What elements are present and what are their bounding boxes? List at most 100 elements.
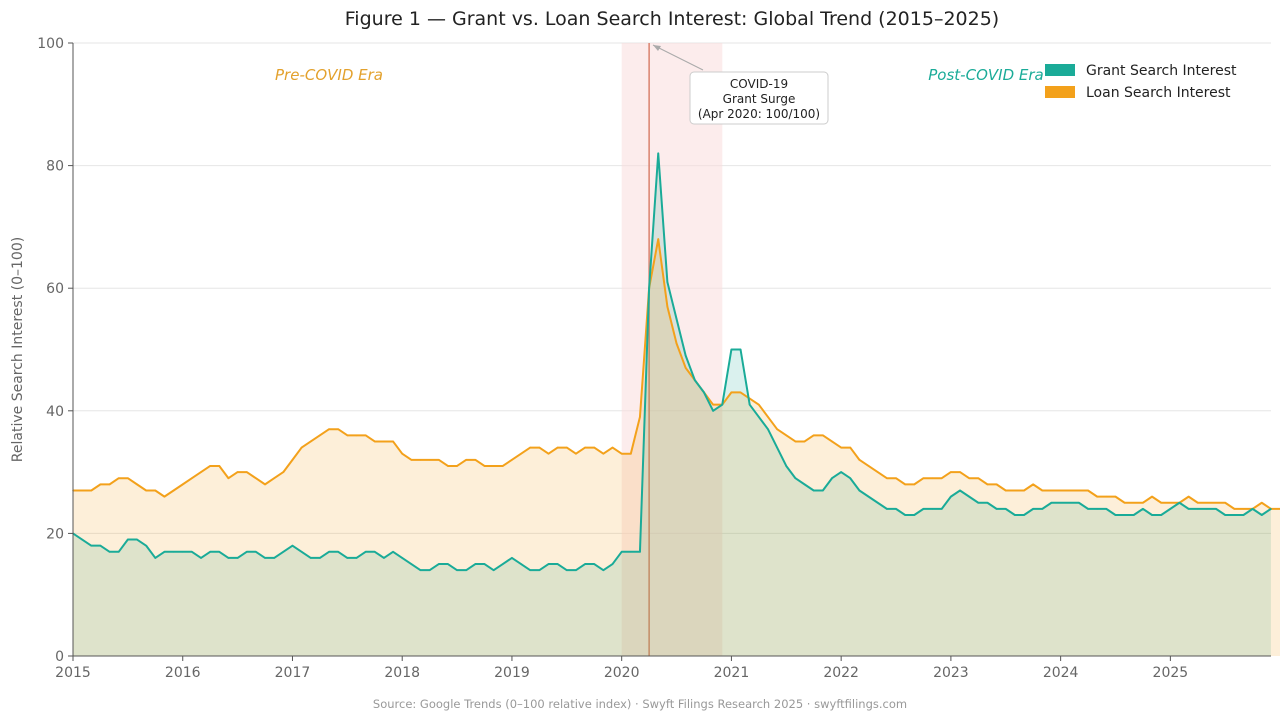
- y-tick-label-0: 0: [55, 649, 64, 665]
- grant-point-103: [1014, 514, 1016, 516]
- grant-point-65: [666, 281, 669, 283]
- loan-point-29: [337, 428, 339, 430]
- loan-point-96: [950, 471, 952, 473]
- loan-point-92: [913, 483, 916, 486]
- loan-point-60: [620, 452, 623, 455]
- y-tick-label-40: 40: [46, 404, 64, 420]
- x-tick-label-2015: 2015: [55, 665, 91, 681]
- loan-point-77: [776, 428, 778, 430]
- grant-point-49: [520, 563, 522, 565]
- grant-point-7: [136, 538, 138, 541]
- loan-point-21: [264, 483, 266, 486]
- loan-point-38: [419, 459, 422, 461]
- loan-point-2: [90, 489, 93, 492]
- loan-point-36: [401, 452, 404, 455]
- loan-point-3: [99, 483, 102, 486]
- grant-point-29: [337, 550, 339, 553]
- line-layer: [72, 152, 1280, 572]
- grant-point-123: [1196, 508, 1199, 510]
- grant-point-118: [1151, 514, 1153, 516]
- grant-point-119: [1160, 514, 1162, 516]
- loan-point-42: [456, 465, 458, 467]
- loan-point-11: [172, 489, 175, 492]
- loan-point-18: [236, 471, 239, 473]
- loan-point-124: [1206, 501, 1208, 504]
- grant-point-32: [364, 550, 367, 553]
- loan-point-32: [364, 434, 367, 437]
- grant-point-38: [419, 569, 422, 571]
- annotation-line-2: Grant Surge: [723, 92, 796, 106]
- grant-point-104: [1023, 514, 1025, 516]
- loan-point-81: [812, 434, 815, 437]
- loan-point-90: [895, 477, 897, 480]
- grant-point-80: [803, 483, 806, 486]
- covid-band: [621, 43, 723, 656]
- grant-point-108: [1059, 501, 1062, 504]
- grant-point-124: [1206, 508, 1208, 510]
- loan-point-51: [538, 446, 541, 449]
- loan-point-19: [245, 471, 248, 473]
- grant-point-70: [712, 410, 714, 412]
- grant-point-98: [968, 495, 970, 498]
- grant-point-12: [181, 550, 184, 553]
- loan-point-23: [282, 471, 285, 473]
- loan-point-118: [1151, 495, 1153, 498]
- grant-point-4: [108, 550, 111, 553]
- grant-point-115: [1123, 514, 1126, 516]
- grant-point-44: [474, 563, 477, 565]
- grant-point-47: [501, 563, 504, 565]
- loan-point-100: [986, 483, 989, 486]
- grant-point-34: [383, 557, 385, 559]
- grant-point-51: [538, 569, 541, 571]
- grant-point-13: [191, 550, 193, 553]
- grant-point-97: [959, 489, 961, 492]
- grant-point-16: [218, 550, 221, 553]
- grant-point-41: [447, 563, 449, 565]
- grant-point-102: [1004, 508, 1007, 510]
- loan-point-64: [657, 238, 660, 240]
- loan-point-94: [931, 477, 934, 480]
- loan-point-10: [163, 495, 166, 498]
- grant-point-84: [840, 471, 842, 473]
- grant-point-92: [913, 514, 916, 516]
- grant-point-116: [1132, 514, 1135, 516]
- loan-point-30: [346, 434, 349, 437]
- loan-point-49: [520, 452, 522, 455]
- loan-point-110: [1078, 489, 1080, 492]
- loan-point-97: [959, 471, 961, 473]
- grant-point-36: [401, 557, 404, 559]
- grant-point-33: [373, 550, 376, 553]
- loan-point-113: [1105, 495, 1108, 498]
- loan-point-22: [273, 477, 275, 480]
- loan-point-12: [181, 483, 184, 486]
- loan-point-126: [1224, 501, 1226, 504]
- annotation-arrow: [652, 44, 704, 71]
- grant-point-131: [1270, 508, 1272, 510]
- grant-point-1: [81, 538, 83, 541]
- x-tick-label-2017: 2017: [275, 665, 311, 681]
- loan-point-17: [227, 477, 230, 480]
- grant-point-73: [739, 348, 742, 351]
- source-note: Source: Google Trends (0–100 relative in…: [373, 697, 907, 711]
- loan-point-79: [794, 440, 797, 443]
- grant-point-122: [1187, 508, 1190, 510]
- grant-point-10: [163, 550, 166, 553]
- grant-point-86: [858, 489, 861, 492]
- grant-point-117: [1142, 508, 1144, 510]
- loan-point-50: [529, 446, 532, 449]
- grant-point-39: [428, 569, 431, 571]
- loan-point-24: [291, 459, 294, 461]
- loan-point-59: [611, 446, 614, 449]
- loan-point-125: [1215, 501, 1217, 504]
- grant-point-74: [748, 403, 751, 406]
- grant-point-100: [986, 501, 989, 504]
- grant-point-22: [273, 557, 275, 559]
- loan-point-41: [447, 465, 449, 467]
- grant-point-58: [602, 569, 605, 571]
- loan-point-62: [639, 416, 641, 418]
- loan-point-119: [1160, 501, 1162, 504]
- loan-point-37: [410, 459, 413, 461]
- grant-point-66: [675, 318, 678, 320]
- grant-point-18: [236, 557, 239, 559]
- grant-point-120: [1169, 508, 1172, 510]
